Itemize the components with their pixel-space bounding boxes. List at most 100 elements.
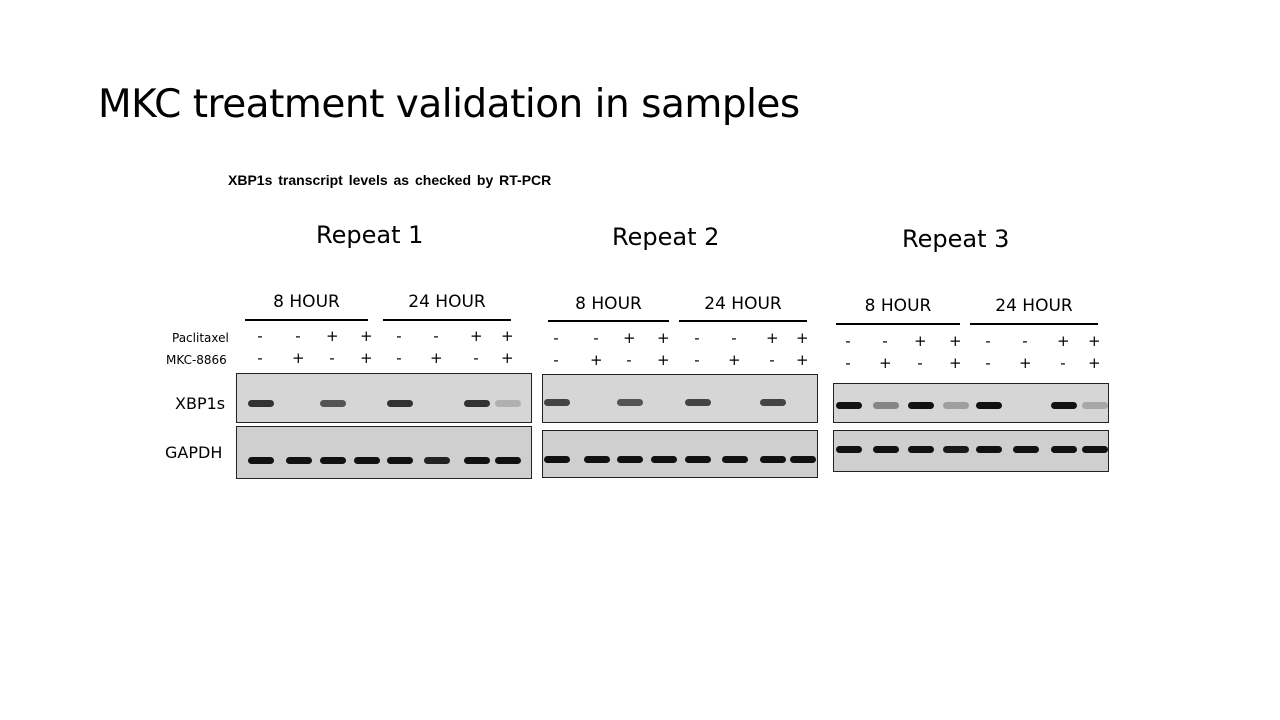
xbp1s-row-label: XBP1s bbox=[175, 394, 226, 413]
xbp1s-band bbox=[943, 402, 969, 409]
mkc-sign: - bbox=[769, 351, 775, 369]
repeat-title: Repeat 3 bbox=[902, 225, 1010, 253]
xbp1s-band bbox=[495, 400, 521, 407]
gapdh-row-label: GAPDH bbox=[165, 443, 223, 462]
xbp1s-band bbox=[976, 402, 1002, 409]
paclitaxel-sign: - bbox=[731, 329, 737, 347]
xbp1s-band bbox=[617, 399, 643, 406]
xbp1s-band bbox=[760, 399, 786, 406]
gapdh-band bbox=[685, 456, 711, 463]
xbp1s-band bbox=[387, 400, 413, 407]
gapdh-band bbox=[584, 456, 610, 463]
gapdh-gel bbox=[542, 430, 818, 478]
xbp1s-band bbox=[1051, 402, 1077, 409]
xbp1s-band bbox=[248, 400, 274, 407]
time-group-line bbox=[836, 323, 960, 325]
paclitaxel-sign: - bbox=[845, 332, 851, 350]
mkc-sign: + bbox=[360, 349, 373, 367]
paclitaxel-sign: + bbox=[623, 329, 636, 347]
time-point-label: 8 HOUR bbox=[273, 292, 340, 312]
gapdh-band bbox=[286, 457, 312, 464]
xbp1s-band bbox=[544, 399, 570, 406]
mkc-sign: - bbox=[553, 351, 559, 369]
xbp1s-gel bbox=[542, 374, 818, 423]
xbp1s-band bbox=[908, 402, 934, 409]
gapdh-band bbox=[248, 457, 274, 464]
gapdh-band bbox=[943, 446, 969, 453]
paclitaxel-sign: - bbox=[257, 327, 263, 345]
gapdh-band bbox=[651, 456, 677, 463]
gapdh-band bbox=[354, 457, 380, 464]
gapdh-band bbox=[873, 446, 899, 453]
paclitaxel-sign: + bbox=[914, 332, 927, 350]
gapdh-band bbox=[387, 457, 413, 464]
xbp1s-gel bbox=[236, 373, 532, 423]
time-group-line bbox=[383, 319, 511, 321]
mkc-sign: - bbox=[329, 349, 335, 367]
repeat-title: Repeat 2 bbox=[612, 223, 720, 251]
xbp1s-band bbox=[685, 399, 711, 406]
mkc-sign: + bbox=[657, 351, 670, 369]
time-point-label: 24 HOUR bbox=[408, 292, 486, 312]
gapdh-band bbox=[790, 456, 816, 463]
paclitaxel-sign: - bbox=[593, 329, 599, 347]
mkc-sign: - bbox=[845, 354, 851, 372]
paclitaxel-sign: + bbox=[949, 332, 962, 350]
gapdh-band bbox=[908, 446, 934, 453]
gapdh-band bbox=[495, 457, 521, 464]
mkc-sign: + bbox=[501, 349, 514, 367]
mkc-row-label: MKC-8866 bbox=[166, 353, 227, 367]
mkc-sign: + bbox=[1019, 354, 1032, 372]
time-point-label: 24 HOUR bbox=[995, 296, 1073, 316]
paclitaxel-sign: + bbox=[501, 327, 514, 345]
gapdh-band bbox=[1013, 446, 1039, 453]
paclitaxel-sign: - bbox=[1022, 332, 1028, 350]
paclitaxel-sign: - bbox=[396, 327, 402, 345]
paclitaxel-sign: + bbox=[766, 329, 779, 347]
xbp1s-band bbox=[320, 400, 346, 407]
paclitaxel-row-label: Paclitaxel bbox=[172, 331, 229, 345]
mkc-sign: - bbox=[917, 354, 923, 372]
paclitaxel-sign: + bbox=[470, 327, 483, 345]
gapdh-band bbox=[464, 457, 490, 464]
gapdh-gel bbox=[833, 430, 1109, 472]
xbp1s-band bbox=[873, 402, 899, 409]
time-point-label: 8 HOUR bbox=[575, 294, 642, 314]
mkc-sign: - bbox=[1060, 354, 1066, 372]
time-point-label: 8 HOUR bbox=[864, 296, 932, 316]
paclitaxel-sign: + bbox=[1057, 332, 1070, 350]
gapdh-gel bbox=[236, 426, 532, 479]
paclitaxel-sign: + bbox=[796, 329, 809, 347]
xbp1s-gel bbox=[833, 383, 1109, 423]
xbp1s-band bbox=[464, 400, 490, 407]
mkc-sign: - bbox=[626, 351, 632, 369]
mkc-sign: + bbox=[879, 354, 892, 372]
gapdh-band bbox=[617, 456, 643, 463]
mkc-sign: - bbox=[473, 349, 479, 367]
gapdh-band bbox=[722, 456, 748, 463]
mkc-sign: - bbox=[985, 354, 991, 372]
slide-title: MKC treatment validation in samples bbox=[98, 82, 800, 127]
paclitaxel-sign: + bbox=[360, 327, 373, 345]
paclitaxel-sign: + bbox=[326, 327, 339, 345]
xbp1s-band bbox=[1082, 402, 1108, 409]
time-group-line bbox=[679, 320, 807, 322]
gapdh-band bbox=[424, 457, 450, 464]
mkc-sign: + bbox=[1088, 354, 1101, 372]
time-group-line bbox=[548, 320, 669, 322]
time-group-line bbox=[245, 319, 368, 321]
repeat-title: Repeat 1 bbox=[316, 221, 424, 249]
paclitaxel-sign: + bbox=[657, 329, 670, 347]
mkc-sign: - bbox=[257, 349, 263, 367]
paclitaxel-sign: - bbox=[295, 327, 301, 345]
mkc-sign: + bbox=[728, 351, 741, 369]
mkc-sign: + bbox=[590, 351, 603, 369]
gapdh-band bbox=[1082, 446, 1108, 453]
gapdh-band bbox=[1051, 446, 1077, 453]
gapdh-band bbox=[320, 457, 346, 464]
gapdh-band bbox=[976, 446, 1002, 453]
paclitaxel-sign: - bbox=[433, 327, 439, 345]
time-point-label: 24 HOUR bbox=[704, 294, 782, 314]
paclitaxel-sign: - bbox=[553, 329, 559, 347]
mkc-sign: + bbox=[796, 351, 809, 369]
